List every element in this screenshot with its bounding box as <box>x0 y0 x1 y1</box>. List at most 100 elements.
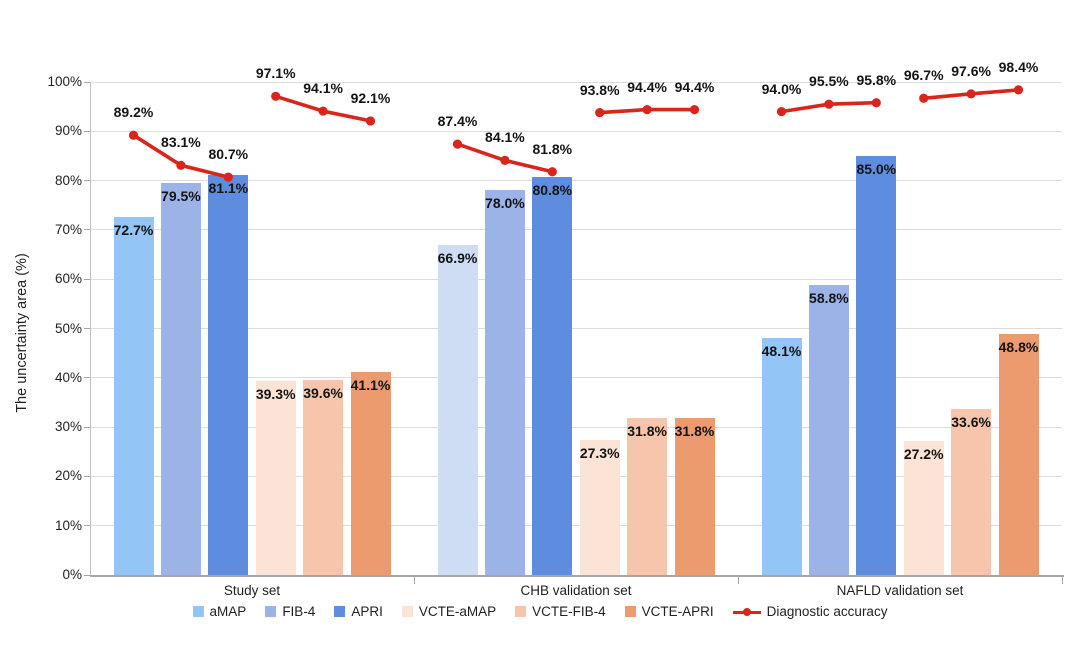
line-marker-icon <box>732 606 761 618</box>
line-value-label: 98.4% <box>998 58 1039 75</box>
gridline <box>90 278 1062 280</box>
gridline <box>90 328 1062 329</box>
line-value-label: 96.7% <box>903 67 944 84</box>
x-tick-mark <box>414 577 415 584</box>
line-point <box>176 160 186 170</box>
line-point <box>271 91 281 101</box>
y-tick-label: 20% <box>54 468 82 484</box>
line-value-label: 89.2% <box>113 104 154 121</box>
legend-swatch-icon <box>515 606 527 617</box>
line-value-label: 95.8% <box>856 71 897 88</box>
x-category-label: NAFLD validation set <box>836 583 964 598</box>
y-tick-mark <box>84 426 90 428</box>
legend-item-VCTE-FIB-4: VCTE-FIB-4 <box>515 604 606 619</box>
legend-item-label: VCTE-aMAP <box>418 604 497 619</box>
y-tick-mark <box>84 574 90 576</box>
y-tick-mark <box>84 81 90 83</box>
gridline <box>90 426 1062 428</box>
bar-value-label: 80.8% <box>532 181 573 198</box>
y-tick-mark <box>84 278 90 280</box>
x-axis-line <box>90 575 1064 577</box>
y-tick-label: 70% <box>54 221 82 237</box>
bar-aMAP <box>761 337 802 575</box>
bar-VCTE-FIB-4 <box>303 379 344 575</box>
line-value-label: 95.5% <box>809 73 849 90</box>
y-tick-mark <box>84 229 90 231</box>
line-value-label: 94.4% <box>627 78 667 95</box>
line-point <box>365 116 376 126</box>
bar-value-label: 85.0% <box>856 160 897 177</box>
y-tick-label: 40% <box>54 369 82 385</box>
legend-item-VCTE-APRI: VCTE-APRI <box>624 604 714 619</box>
bar-value-label: 72.7% <box>113 221 154 238</box>
legend-swatch-icon <box>192 606 204 617</box>
gridline <box>90 130 1062 132</box>
diagnostic-accuracy-line <box>781 100 877 114</box>
bar-FIB-4 <box>808 285 849 575</box>
bar-value-label: 58.8% <box>809 290 849 307</box>
line-value-label: 84.1% <box>485 129 525 146</box>
gridline <box>90 81 1062 83</box>
diagnostic-accuracy-line <box>923 88 1019 101</box>
bar-FIB-4 <box>160 183 201 575</box>
line-value-label: 97.6% <box>951 62 991 79</box>
legend-swatch-icon <box>624 606 636 617</box>
line-point <box>595 107 605 118</box>
bar-value-label: 48.1% <box>761 342 802 359</box>
line-point <box>318 106 328 116</box>
gridline <box>90 180 1062 182</box>
legend-item-FIB-4: FIB-4 <box>265 604 315 619</box>
y-tick-label: 90% <box>54 123 82 139</box>
bar-APRI <box>856 155 897 575</box>
y-tick-mark <box>84 475 90 477</box>
bar-value-label: 33.6% <box>951 414 991 431</box>
bar-value-label: 39.3% <box>255 386 296 403</box>
bar-value-label: 78.0% <box>485 195 525 212</box>
bar-VCTE-APRI <box>998 334 1039 575</box>
bar-value-label: 27.2% <box>903 445 944 462</box>
bar-FIB-4 <box>484 190 525 575</box>
legend-swatch-icon <box>401 606 413 617</box>
bar-value-label: 81.1% <box>208 180 249 197</box>
bar-VCTE-aMAP <box>579 440 620 575</box>
bar-value-label: 31.8% <box>627 423 667 440</box>
line-value-label: 92.1% <box>350 89 391 106</box>
legend-item-label: Diagnostic accuracy <box>766 604 888 619</box>
gridline <box>90 475 1062 477</box>
diagnostic-accuracy-line <box>599 107 695 115</box>
y-tick-mark <box>84 328 90 329</box>
line-point <box>776 106 787 117</box>
y-tick-mark <box>84 180 90 182</box>
y-tick-mark <box>84 130 90 132</box>
y-tick-label: 100% <box>47 74 82 89</box>
bar-APRI <box>532 176 573 575</box>
y-tick-label: 0% <box>62 567 82 582</box>
bar-value-label: 66.9% <box>437 250 478 267</box>
legend-item-label: VCTE-FIB-4 <box>532 604 606 619</box>
x-tick-mark <box>1062 577 1063 584</box>
line-value-label: 81.8% <box>532 140 573 157</box>
legend: aMAP FIB-4 APRI VCTE-aMAP VCTE-FIB-4 VCTE-APR… <box>0 604 1080 619</box>
bar-VCTE-APRI <box>350 372 391 575</box>
y-axis-line <box>90 82 91 575</box>
line-point <box>824 99 834 109</box>
bar-APRI <box>208 175 249 575</box>
y-tick-label: 30% <box>54 419 82 435</box>
y-tick-mark <box>84 377 90 379</box>
legend-item-diagnostic-accuracy: Diagnostic accuracy <box>732 604 888 619</box>
line-value-label: 83.1% <box>161 134 201 151</box>
legend-item-label: FIB-4 <box>282 604 316 619</box>
x-category-label: Study set <box>223 583 281 598</box>
bar-VCTE-APRI <box>674 418 715 575</box>
legend-item-label: aMAP <box>209 604 247 619</box>
legend-item-APRI: APRI <box>334 604 383 619</box>
line-point <box>500 155 510 165</box>
y-tick-mark <box>84 525 90 527</box>
line-value-label: 94.1% <box>303 80 343 97</box>
bar-value-label: 48.8% <box>998 339 1039 356</box>
bar-aMAP <box>437 245 478 575</box>
line-point <box>547 167 557 177</box>
x-category-label: CHB validation set <box>520 583 632 598</box>
legend-item-label: VCTE-APRI <box>641 604 714 619</box>
gridline <box>90 377 1062 379</box>
